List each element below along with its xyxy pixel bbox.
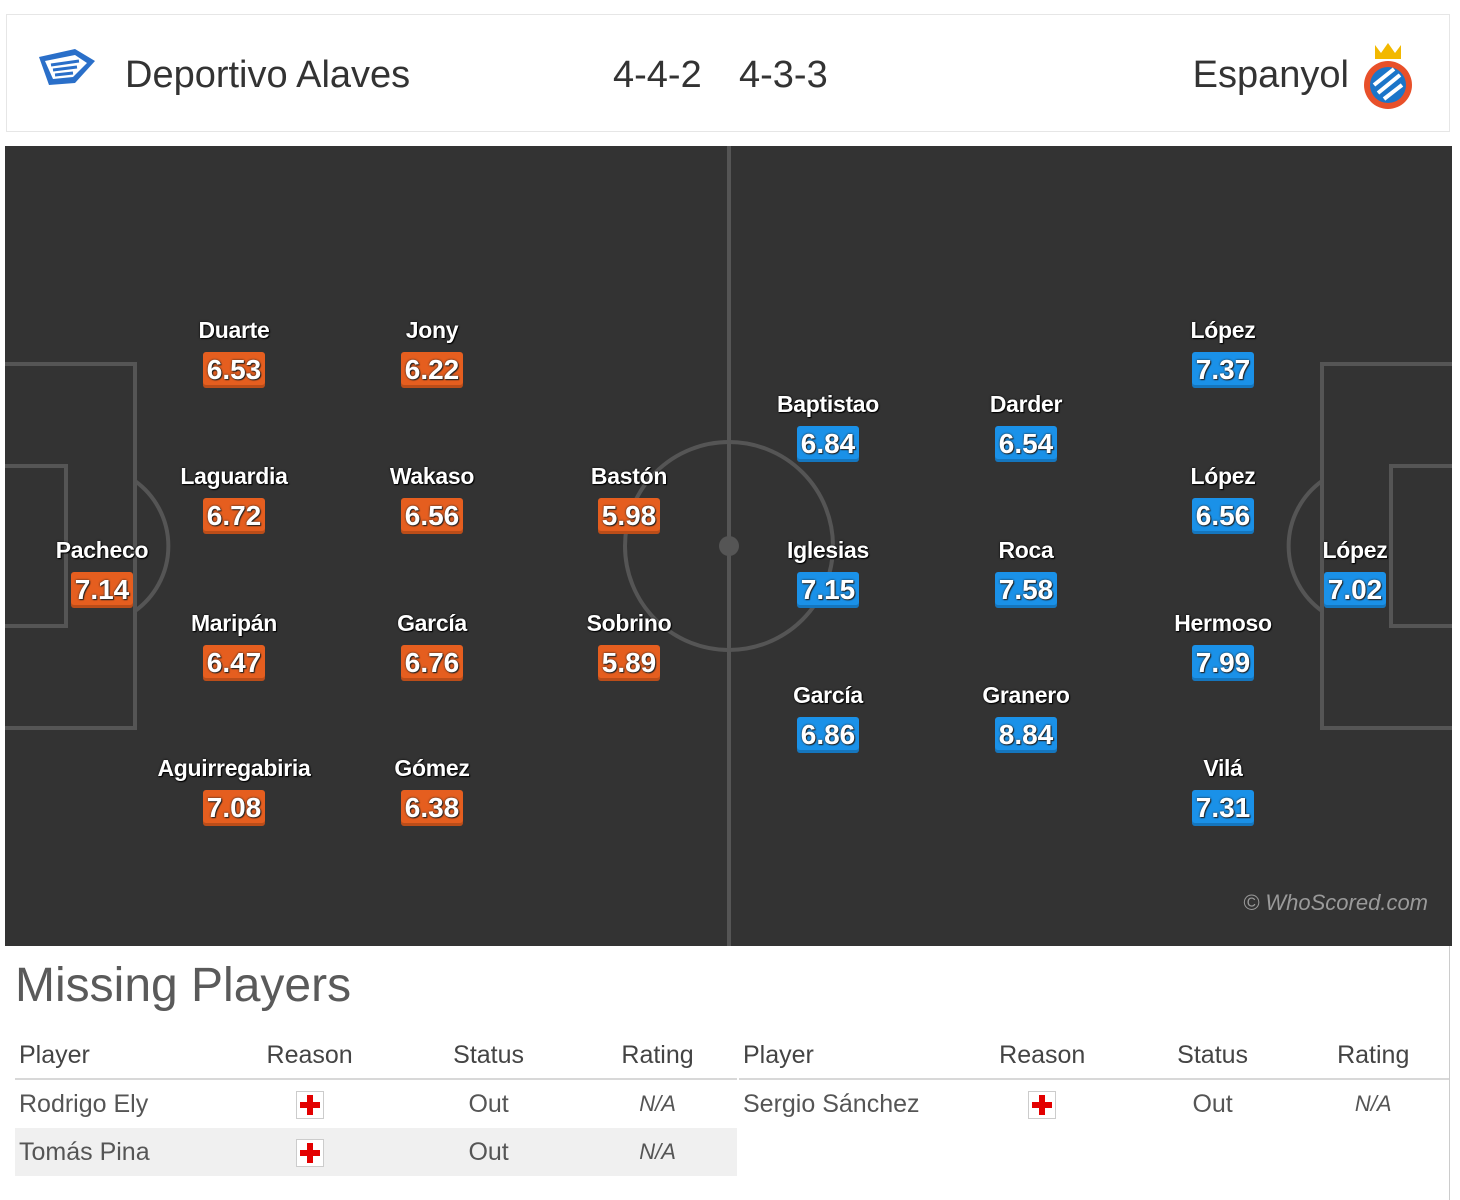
player-name[interactable]: López <box>1190 463 1256 489</box>
table-row: Rodrigo Ely Out N/A <box>15 1079 737 1128</box>
status-text: Out <box>468 1089 509 1118</box>
player-name[interactable]: Wakaso <box>389 463 475 489</box>
player-name[interactable]: Bastón <box>590 463 668 489</box>
player-name[interactable]: García <box>793 682 863 708</box>
player-rating: 6.84 <box>797 426 859 462</box>
player-rating: 7.02 <box>1324 572 1386 608</box>
player-name[interactable]: Sergio Sánchez <box>743 1089 920 1118</box>
pitch: Pacheco 7.14 Duarte 6.53 Laguardia 6.72 Maripá… <box>5 146 1452 946</box>
rating-text: N/A <box>639 1091 676 1116</box>
player-name[interactable]: Gómez <box>394 755 470 781</box>
col-player[interactable]: Player <box>739 1032 957 1080</box>
player-name[interactable]: Granero <box>982 682 1070 708</box>
player-rating: 6.22 <box>401 352 463 388</box>
player-name[interactable]: Baptistao <box>776 391 880 417</box>
injury-cross-icon[interactable] <box>1028 1090 1057 1119</box>
player-name[interactable]: Vilá <box>1203 755 1243 781</box>
player-name[interactable]: Roca <box>998 537 1054 563</box>
col-player[interactable]: Player <box>15 1032 221 1080</box>
away-team-name[interactable]: Espanyol <box>1192 54 1349 96</box>
away-formation: 4-3-3 <box>739 54 828 96</box>
player-rating: 6.47 <box>203 645 265 681</box>
match-header: Deportivo Alaves 4-4-2 4-3-3 Espanyol <box>6 14 1450 132</box>
col-status[interactable]: Status <box>399 1032 579 1080</box>
player-rating: 6.56 <box>401 498 463 534</box>
col-reason[interactable]: Reason <box>956 1032 1128 1080</box>
player-rating: 5.89 <box>598 645 660 681</box>
player-rating: 6.54 <box>995 426 1057 462</box>
player-rating: 7.99 <box>1192 645 1254 681</box>
player-name[interactable]: López <box>1322 537 1388 563</box>
player-name[interactable]: Jony <box>405 317 459 343</box>
player-name[interactable]: Sobrino <box>586 610 672 636</box>
injury-cross-icon[interactable] <box>295 1138 324 1167</box>
player-rating: 7.15 <box>797 572 859 608</box>
col-reason[interactable]: Reason <box>220 1032 400 1080</box>
player-rating: 6.56 <box>1192 498 1254 534</box>
player-name[interactable]: Rodrigo Ely <box>19 1089 149 1118</box>
player-rating: 7.14 <box>71 572 133 608</box>
player-rating: 6.72 <box>203 498 265 534</box>
rating-text: N/A <box>578 1128 737 1176</box>
player-name[interactable]: Duarte <box>198 317 270 343</box>
rating-text: N/A <box>1354 1091 1392 1116</box>
watermark: © WhoScored.com <box>1243 890 1428 915</box>
player-rating: 6.53 <box>203 352 265 388</box>
player-name[interactable]: Maripán <box>190 610 278 636</box>
home-team-name[interactable]: Deportivo Alaves <box>125 54 411 96</box>
player-name[interactable]: Darder <box>989 391 1063 417</box>
col-rating[interactable]: Rating <box>1297 1032 1449 1080</box>
missing-players-section: Missing Players Player Reason Status Rat… <box>5 946 1450 1200</box>
injury-cross-icon[interactable] <box>295 1090 324 1119</box>
player-name[interactable]: Pacheco <box>55 537 149 563</box>
player-name[interactable]: Aguirregabiria <box>157 755 311 781</box>
player-rating: 7.31 <box>1192 790 1254 826</box>
player-rating: 6.86 <box>797 717 859 753</box>
player-name[interactable]: García <box>397 610 467 636</box>
away-missing-table: Player Reason Status Rating Sergio Sánch… <box>739 1032 1449 1128</box>
player-name[interactable]: Tomás Pina <box>15 1128 221 1176</box>
section-title: Missing Players <box>15 959 352 1012</box>
alaves-crest-icon <box>39 49 95 85</box>
player-name[interactable]: López <box>1190 317 1256 343</box>
status-text: Out <box>399 1128 579 1176</box>
table-row: Sergio Sánchez Out N/A <box>739 1079 1449 1128</box>
espanyol-crest-icon <box>1364 43 1412 109</box>
player-rating: 6.76 <box>401 645 463 681</box>
player-rating: 5.98 <box>598 498 660 534</box>
pitch-lines <box>5 146 1452 946</box>
status-text: Out <box>1192 1089 1233 1118</box>
col-rating[interactable]: Rating <box>578 1032 737 1080</box>
player-name[interactable]: Hermoso <box>1174 610 1272 636</box>
player-name[interactable]: Iglesias <box>787 537 869 563</box>
home-missing-table: Player Reason Status Rating Rodrigo Ely … <box>15 1032 737 1176</box>
player-rating: 7.37 <box>1192 352 1254 388</box>
table-row: Tomás Pina Out N/A <box>15 1128 737 1176</box>
col-status[interactable]: Status <box>1127 1032 1298 1080</box>
player-name[interactable]: Laguardia <box>180 463 288 489</box>
player-rating: 8.84 <box>995 717 1057 753</box>
player-rating: 6.38 <box>401 790 463 826</box>
home-formation: 4-4-2 <box>613 54 702 96</box>
player-rating: 7.58 <box>995 572 1057 608</box>
player-rating: 7.08 <box>203 790 265 826</box>
